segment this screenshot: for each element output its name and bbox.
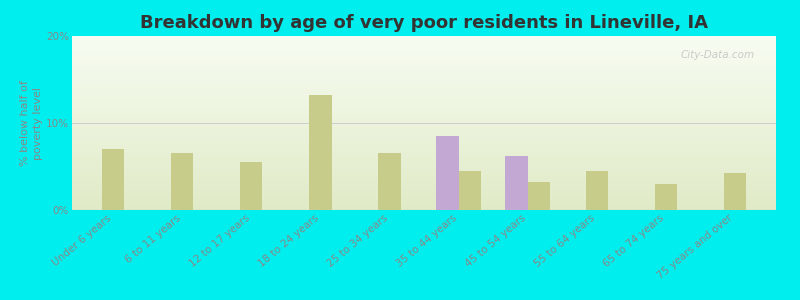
Bar (310, 95, 331, 210)
Bar (241, 162, 262, 210)
Bar (171, 154, 194, 210)
Bar (458, 171, 481, 210)
Bar (527, 182, 550, 210)
Title: Breakdown by age of very poor residents in Lineville, IA: Breakdown by age of very poor residents … (140, 14, 708, 32)
Bar (378, 154, 401, 210)
Bar (102, 149, 125, 210)
Bar (506, 156, 527, 210)
Y-axis label: % below half of
poverty level: % below half of poverty level (20, 80, 43, 166)
Text: City-Data.com: City-Data.com (681, 50, 755, 60)
Bar (437, 136, 458, 210)
Bar (654, 184, 677, 210)
Bar (723, 173, 746, 210)
Bar (586, 171, 607, 210)
